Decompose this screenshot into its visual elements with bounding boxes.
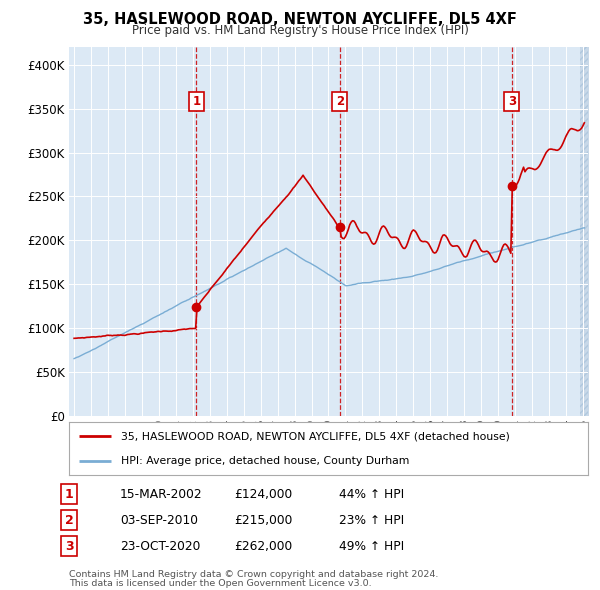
Text: Price paid vs. HM Land Registry's House Price Index (HPI): Price paid vs. HM Land Registry's House …	[131, 24, 469, 37]
Text: 35, HASLEWOOD ROAD, NEWTON AYCLIFFE, DL5 4XF: 35, HASLEWOOD ROAD, NEWTON AYCLIFFE, DL5…	[83, 12, 517, 27]
Text: 2: 2	[65, 514, 73, 527]
Text: 1: 1	[193, 95, 200, 108]
Bar	[580, 47, 590, 416]
Text: 49% ↑ HPI: 49% ↑ HPI	[339, 540, 404, 553]
Text: 23-OCT-2020: 23-OCT-2020	[120, 540, 200, 553]
Text: £124,000: £124,000	[234, 488, 292, 501]
Text: 44% ↑ HPI: 44% ↑ HPI	[339, 488, 404, 501]
Text: 2: 2	[336, 95, 344, 108]
Text: HPI: Average price, detached house, County Durham: HPI: Average price, detached house, Coun…	[121, 455, 409, 466]
Text: £262,000: £262,000	[234, 540, 292, 553]
Text: 3: 3	[65, 540, 73, 553]
Text: £215,000: £215,000	[234, 514, 292, 527]
Text: 3: 3	[508, 95, 516, 108]
Text: This data is licensed under the Open Government Licence v3.0.: This data is licensed under the Open Gov…	[69, 579, 371, 588]
Text: 15-MAR-2002: 15-MAR-2002	[120, 488, 203, 501]
Text: 1: 1	[65, 488, 73, 501]
Text: 03-SEP-2010: 03-SEP-2010	[120, 514, 198, 527]
Text: Contains HM Land Registry data © Crown copyright and database right 2024.: Contains HM Land Registry data © Crown c…	[69, 570, 439, 579]
Text: 23% ↑ HPI: 23% ↑ HPI	[339, 514, 404, 527]
Text: 35, HASLEWOOD ROAD, NEWTON AYCLIFFE, DL5 4XF (detached house): 35, HASLEWOOD ROAD, NEWTON AYCLIFFE, DL5…	[121, 431, 510, 441]
